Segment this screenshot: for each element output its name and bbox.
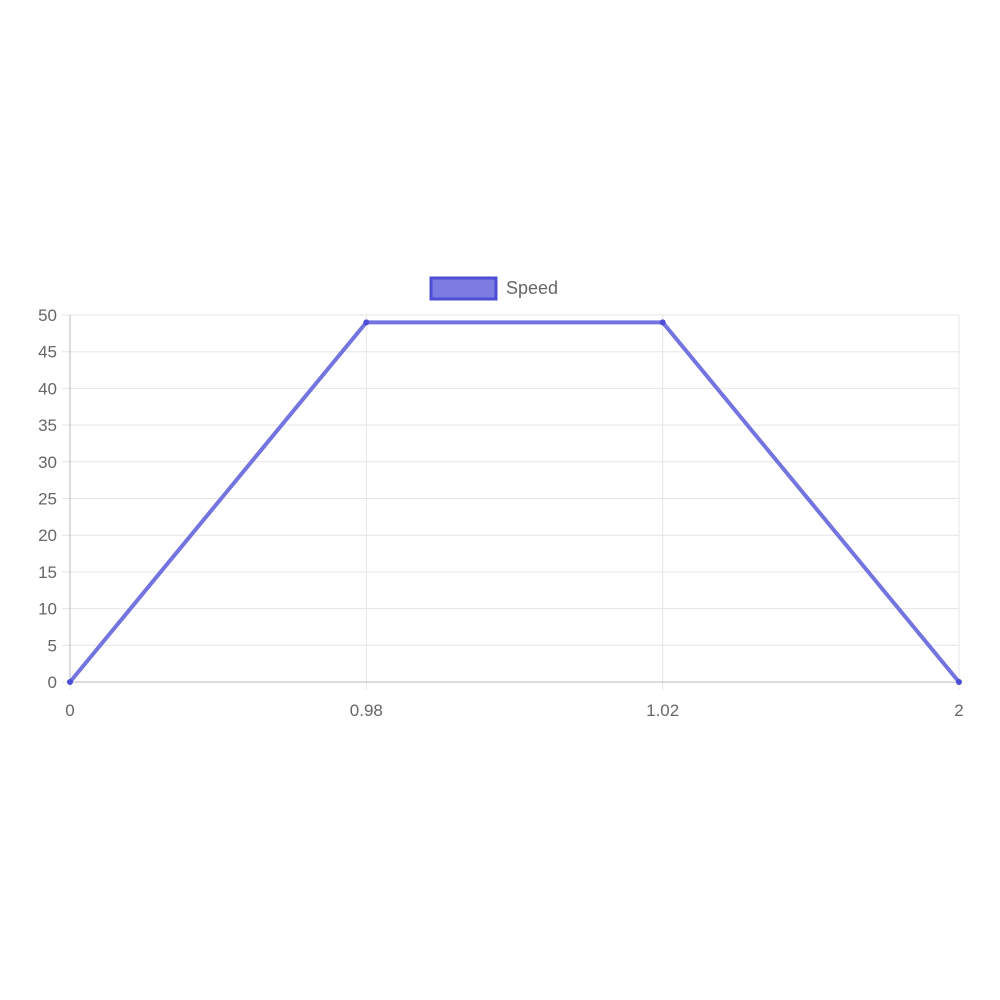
y-tick-label: 20 — [38, 526, 57, 545]
y-tick-label: 30 — [38, 453, 57, 472]
x-tick-label: 0 — [65, 701, 74, 720]
data-point[interactable] — [659, 319, 666, 326]
y-tick-label: 15 — [38, 563, 57, 582]
data-point[interactable] — [67, 679, 73, 685]
series-line-speed — [68, 320, 961, 684]
y-tick-label: 35 — [38, 416, 57, 435]
y-tick-label: 10 — [38, 600, 57, 619]
axis-layer — [69, 315, 959, 683]
y-tick-label: 5 — [48, 636, 57, 655]
y-tick-label: 50 — [38, 306, 57, 325]
data-point[interactable] — [956, 679, 962, 685]
x-tick-label: 1.02 — [646, 701, 679, 720]
y-tick-label: 40 — [38, 379, 57, 398]
data-point[interactable] — [363, 319, 370, 326]
tick-labels: 0 5 10 15 20 25 30 35 40 45 50 0 0.98 1.02 2 — [38, 306, 964, 720]
x-tick-label: 2 — [954, 701, 963, 720]
y-tick-label: 0 — [48, 673, 57, 692]
y-tick-label: 45 — [38, 343, 57, 362]
legend[interactable]: Speed — [429, 276, 558, 301]
y-tick-label: 25 — [38, 490, 57, 509]
grid-layer — [62, 314, 960, 690]
series-layer — [67, 319, 962, 685]
legend-label-speed[interactable]: Speed — [506, 278, 558, 298]
legend-swatch-speed[interactable] — [429, 276, 498, 301]
x-tick-label: 0.98 — [350, 701, 383, 720]
